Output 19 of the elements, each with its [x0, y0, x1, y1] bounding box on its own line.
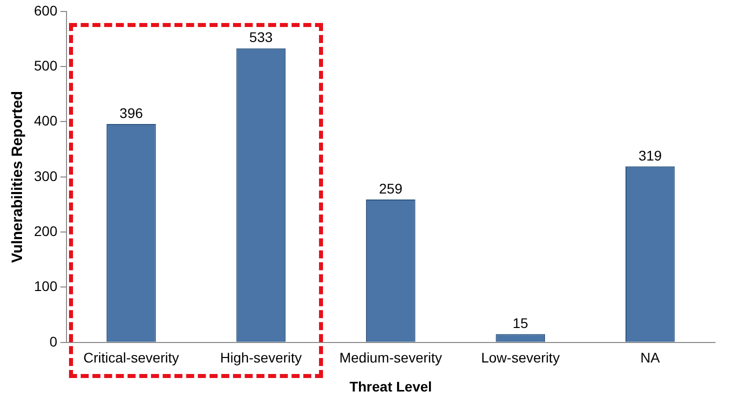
x-tick-label: NA	[640, 350, 661, 366]
y-axis-title: Vulnerabilities Reported	[9, 90, 26, 263]
y-tick-label: 200	[34, 222, 58, 239]
data-label: 396	[120, 104, 144, 121]
y-tick-label: 500	[34, 57, 58, 74]
y-tick-label: 400	[34, 112, 58, 129]
y-tick-label: 600	[34, 2, 58, 18]
y-tick-label: 300	[34, 168, 58, 184]
x-tick-label: Low-severity	[481, 350, 560, 366]
x-tick-label: Medium-severity	[339, 350, 442, 366]
x-axis-title: Threat Level	[349, 378, 432, 394]
y-tick-label: 100	[34, 278, 58, 294]
data-label: 15	[512, 314, 528, 331]
x-tick-label: High-severity	[220, 350, 302, 366]
x-tick-label: Critical-severity	[83, 350, 180, 366]
data-label: 259	[379, 180, 403, 196]
y-tick-label: 0	[50, 333, 58, 350]
data-label: 533	[249, 29, 273, 46]
data-label: 319	[638, 147, 662, 164]
